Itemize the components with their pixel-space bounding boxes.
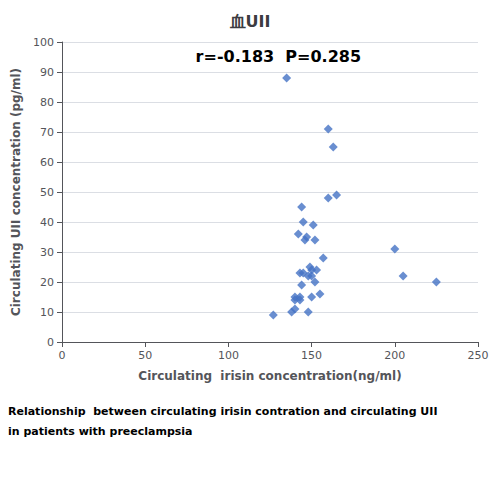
svg-text:Relationship between circulat: Relationship between circulating irisin … (8, 405, 438, 418)
svg-text:250: 250 (468, 349, 489, 362)
svg-text:r=-0.183 P=0.285: r=-0.183 P=0.285 (196, 47, 361, 66)
svg-text:200: 200 (384, 349, 405, 362)
svg-text:100: 100 (33, 36, 54, 49)
svg-text:70: 70 (40, 126, 54, 139)
svg-text:10: 10 (40, 306, 54, 319)
svg-text:60: 60 (40, 156, 54, 169)
svg-text:150: 150 (301, 349, 322, 362)
svg-text:in patients with preeclampsia: in patients with preeclampsia (8, 425, 193, 438)
svg-text:100: 100 (218, 349, 239, 362)
svg-text:80: 80 (40, 96, 54, 109)
svg-text:Circulating UII concentration: Circulating UII concentration (pg/ml) (9, 68, 23, 316)
svg-text:90: 90 (40, 66, 54, 79)
svg-text:30: 30 (40, 246, 54, 259)
svg-text:40: 40 (40, 216, 54, 229)
svg-text:50: 50 (138, 349, 152, 362)
svg-text:0: 0 (59, 349, 66, 362)
svg-text:50: 50 (40, 186, 54, 199)
svg-text:血UII: 血UII (229, 12, 271, 31)
svg-text:20: 20 (40, 276, 54, 289)
svg-text:0: 0 (47, 336, 54, 349)
svg-text:Circulating irisin concentrat: Circulating irisin concentration(ng/ml) (138, 369, 401, 383)
